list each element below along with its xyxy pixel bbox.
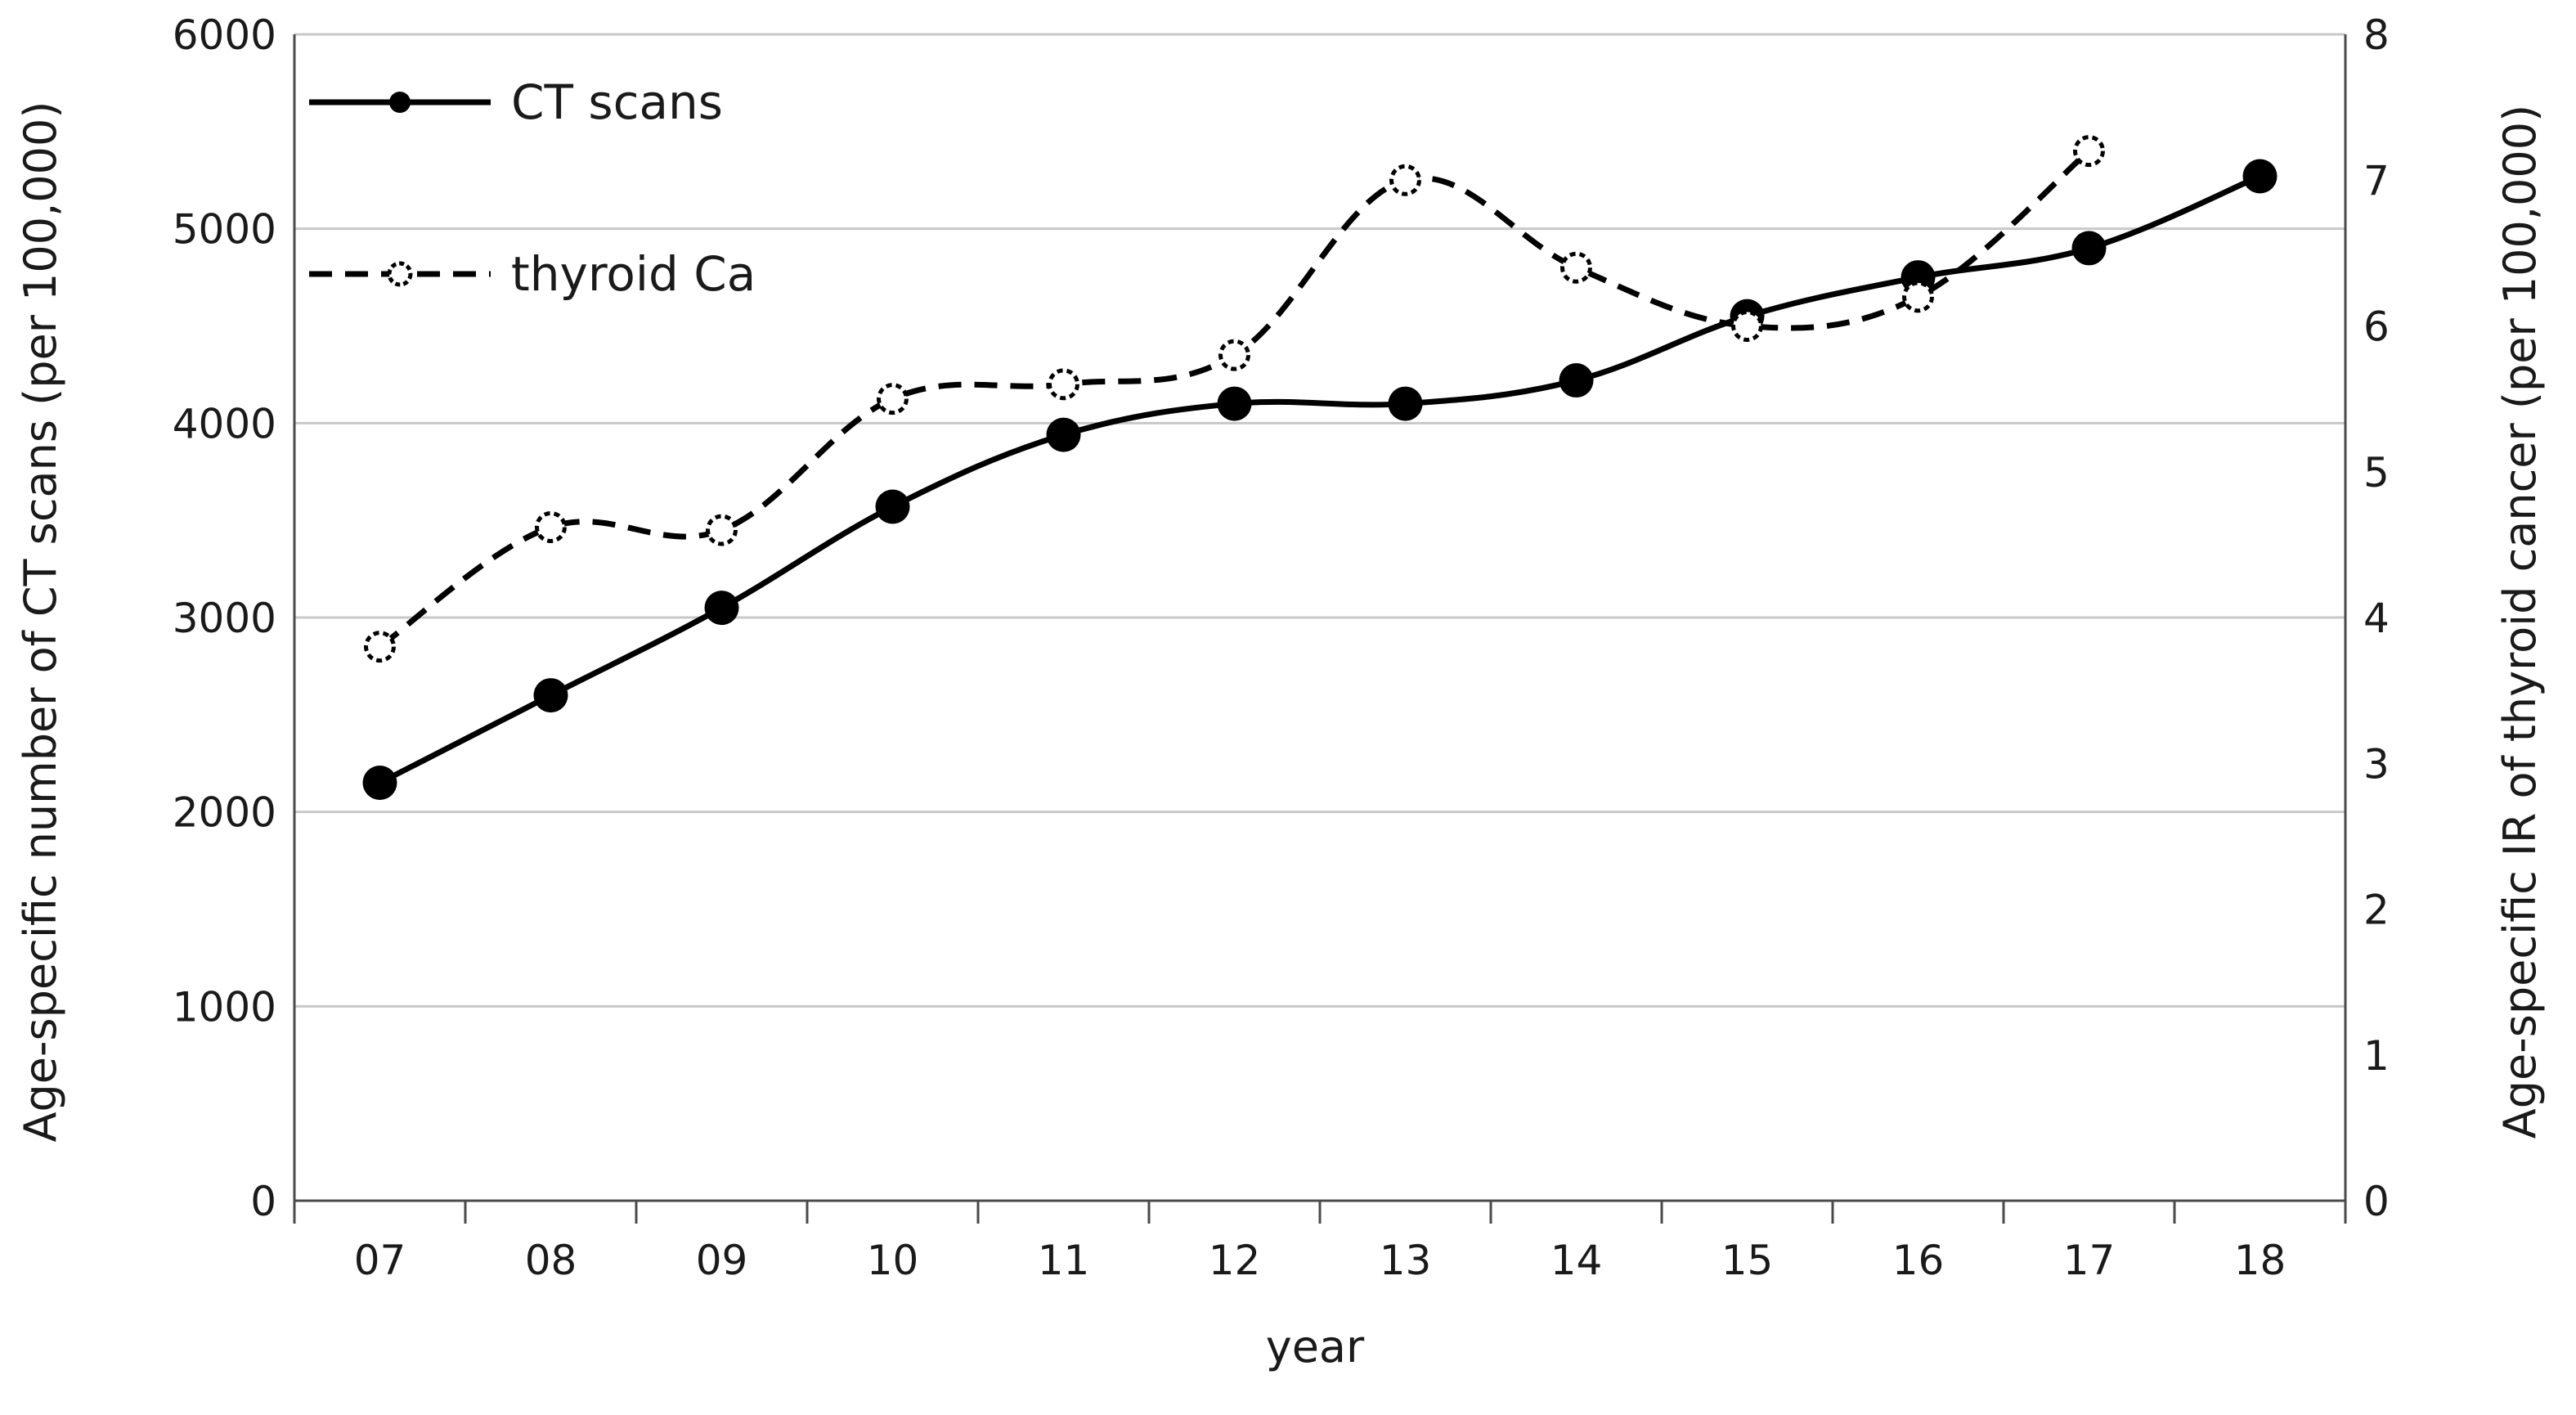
legend-thyroid-marker — [387, 261, 413, 287]
thyroid-ca-point — [1560, 251, 1592, 284]
y-left-tick-label: 5000 — [173, 206, 276, 254]
x-tick-label: 14 — [1551, 1237, 1603, 1284]
legend: CT scans thyroid Ca — [309, 74, 756, 302]
ct-scans-point — [2071, 231, 2107, 266]
ct-scans-point — [1559, 363, 1594, 398]
x-tick-label: 12 — [1209, 1237, 1261, 1284]
y-left-tick-label: 2000 — [173, 789, 276, 837]
y-axis-left-title: Age-specific number of CT scans (per 100… — [15, 101, 66, 1143]
thyroid-ca-point — [1902, 281, 1934, 313]
ct-scans-point — [704, 591, 739, 626]
thyroid-ca-point — [877, 383, 909, 416]
y-right-tick-label: 4 — [2363, 595, 2390, 642]
legend-ct-marker — [389, 92, 411, 113]
thyroid-ca-point — [2073, 135, 2105, 168]
y-right-tick-label: 7 — [2363, 157, 2390, 204]
x-tick-label: 18 — [2234, 1237, 2287, 1284]
x-tick-label: 15 — [1721, 1237, 1774, 1284]
y-left-tick-label: 0 — [250, 1178, 276, 1225]
x-tick-label: 16 — [1892, 1237, 1945, 1284]
y-right-tick-label: 3 — [2363, 740, 2390, 788]
x-tick-label: 13 — [1380, 1237, 1432, 1284]
x-tick-label: 07 — [354, 1237, 406, 1284]
ct-scans-point — [1217, 386, 1252, 421]
ct-scans-point — [1046, 417, 1081, 452]
y-left-tick-label: 6000 — [173, 11, 276, 59]
ct-scans-point — [875, 489, 910, 524]
series-thyroid-ca — [364, 135, 2105, 663]
x-axis-title: year — [1266, 1321, 1365, 1372]
y-right-tick-label: 5 — [2363, 449, 2390, 496]
thyroid-ca-point — [1218, 339, 1250, 371]
y-left-tick-label: 1000 — [173, 983, 276, 1031]
x-tick-label: 10 — [867, 1237, 919, 1284]
ct-scans-point — [533, 678, 568, 713]
thyroid-ca-point — [364, 631, 396, 663]
legend-thyroid-label: thyroid Ca — [511, 246, 756, 302]
x-tick-label: 17 — [2063, 1237, 2116, 1284]
y-right-tick-label: 8 — [2363, 11, 2390, 59]
thyroid-ca-point — [1048, 368, 1079, 401]
thyroid-ca-point — [1731, 310, 1763, 342]
thyroid-ca-point — [535, 510, 567, 543]
series — [362, 135, 2278, 801]
y-right-tick-label: 1 — [2363, 1032, 2390, 1080]
y-right-tick-label: 6 — [2363, 303, 2390, 351]
x-tick-label: 11 — [1038, 1237, 1090, 1284]
ct-scans-point — [362, 766, 397, 801]
y-right-tick-label: 2 — [2363, 887, 2390, 934]
ct-scans-line — [378, 173, 2261, 786]
ct-scans-point — [1388, 386, 1423, 421]
legend-ct-label: CT scans — [511, 74, 723, 130]
y-axis-right-title: Age-specific IR of thyroid cancer (per 1… — [2494, 105, 2546, 1139]
y-left-tick-label: 4000 — [173, 400, 276, 447]
y-right-tick-label: 0 — [2363, 1178, 2390, 1225]
thyroid-ca-point — [706, 514, 738, 546]
axes — [293, 34, 2347, 1224]
x-tick-label: 08 — [525, 1237, 577, 1284]
x-tick-label: 09 — [696, 1237, 748, 1284]
ct-scans-point — [2242, 159, 2278, 194]
thyroid-ca-point — [1389, 164, 1421, 196]
gridlines — [294, 33, 2345, 1008]
y-left-tick-label: 3000 — [173, 595, 276, 642]
